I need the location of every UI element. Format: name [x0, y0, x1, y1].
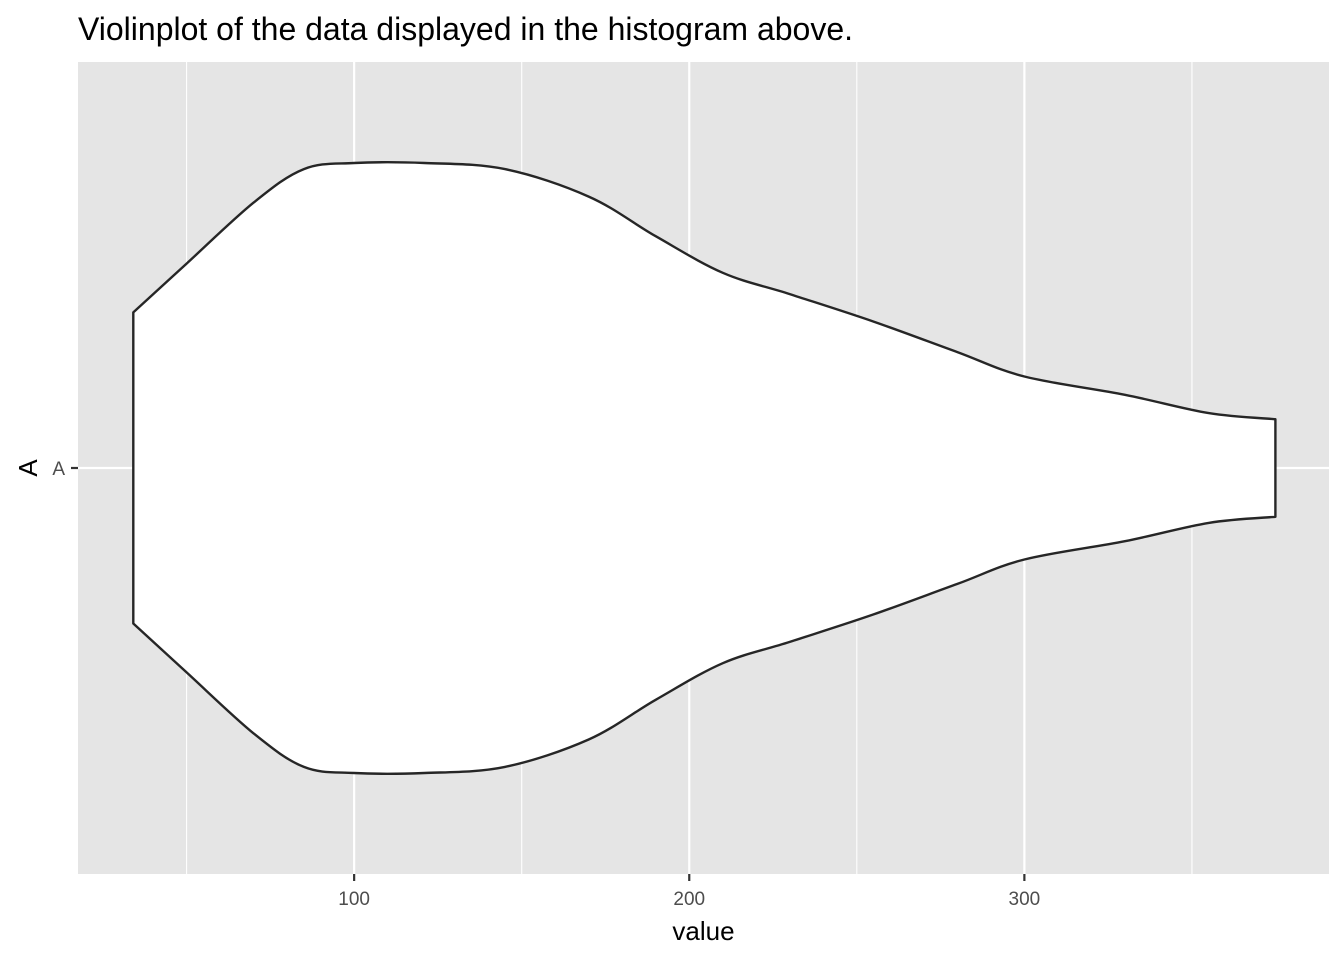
chart-title: Violinplot of the data displayed in the …: [78, 11, 853, 47]
x-axis-title: value: [672, 916, 734, 946]
y-tick-label: A: [52, 459, 65, 480]
x-tick-label: 100: [338, 889, 370, 910]
violin-shape-a: [132, 161, 1277, 775]
x-axis-ticks: 100 200 300: [338, 874, 1040, 910]
x-tick-label: 300: [1009, 889, 1041, 910]
y-axis-ticks: A: [52, 459, 78, 480]
y-axis-title: A: [13, 459, 43, 477]
x-tick-label: 200: [673, 889, 705, 910]
